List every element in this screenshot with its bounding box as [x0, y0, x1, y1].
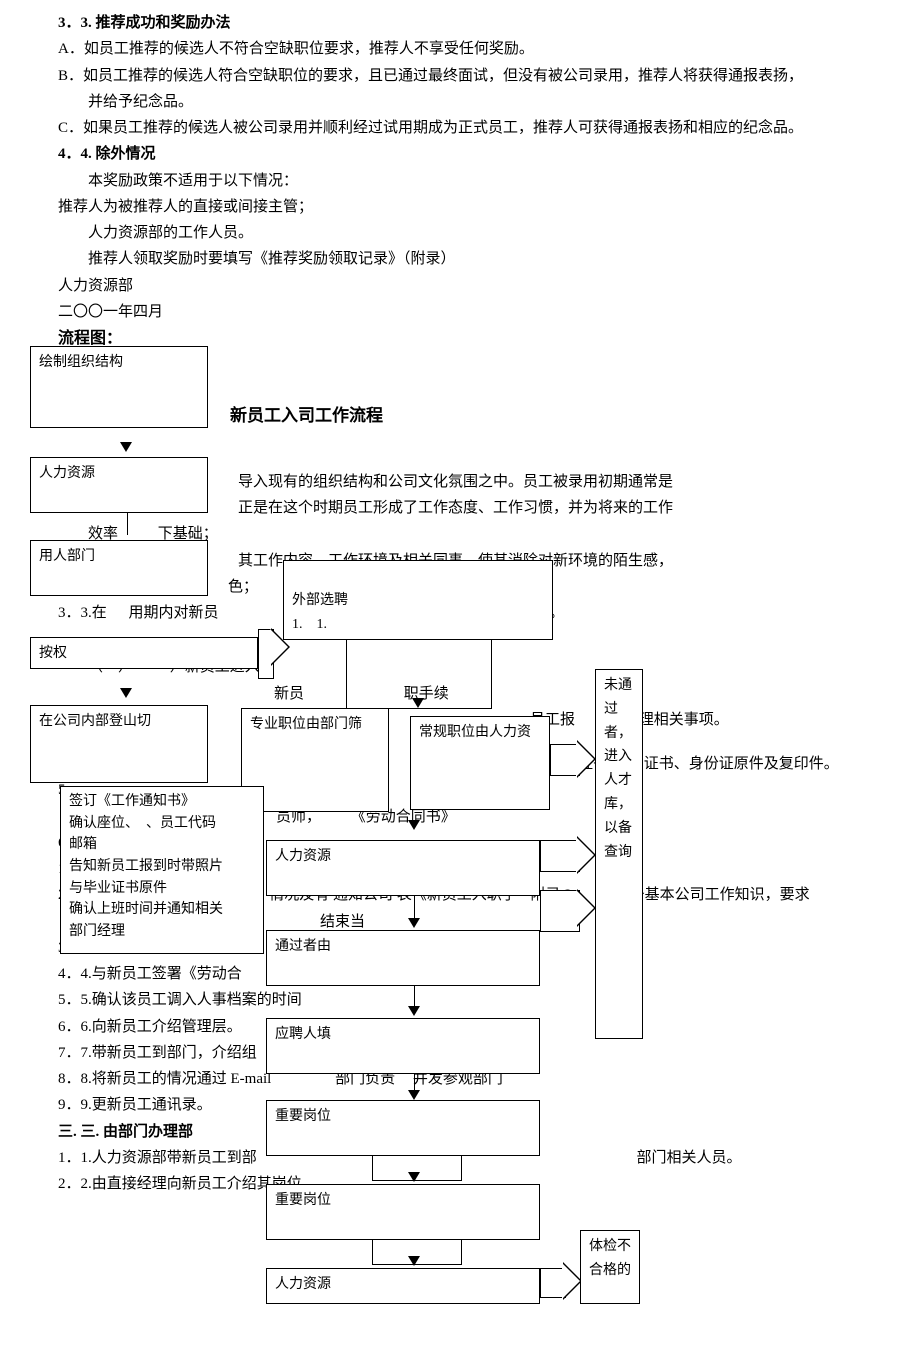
section3-itemB-l1: B．如员工推荐的候选人符合空缺职位的要求，且已通过最终面试，但没有被公司录用，推… [58, 63, 872, 89]
block-arrow-4-h [576, 890, 594, 926]
box-dept-text: 用人部门 [39, 549, 95, 564]
box-talent-pool: 未通过者，进入人才库，以备查询 [595, 669, 643, 1039]
proc1-l8: 结束当 [320, 914, 365, 930]
box-hr-1-text: 人力资源 [39, 466, 95, 481]
box-hr-2: 人力资源 [266, 840, 540, 896]
arrow-1 [120, 442, 132, 452]
section3-itemB-l2: 并给予纪念品。 [88, 89, 872, 115]
proc2-l8l: 8．8.将新员工的情况通过 E-mail [58, 1071, 271, 1087]
popup-l1: 签订《工作通知书》 [69, 791, 255, 813]
arrow-6 [408, 1006, 420, 1016]
box-pass: 通过者由 [266, 930, 540, 986]
purpose-l2: 正是在这个时期员工形成了工作态度、工作习惯，并为将来的工作 [238, 495, 872, 521]
purpose-item3-m: 用期内对新员 [129, 605, 219, 621]
section3-itemC: C．如果员工推荐的候选人被公司录用并顺利经过试用期成为正式员工，推荐人可获得通报… [58, 115, 872, 141]
box-medical-text: 体检不合格的 [589, 1239, 631, 1278]
proc2-l5: 5．5.确认该员工调入人事档案的时间 [58, 987, 872, 1013]
popup-l4: 告知新员工报到时带照片 [69, 856, 255, 878]
arrow-2 [120, 688, 132, 698]
box-important-1-text: 重要岗位 [275, 1109, 331, 1124]
arrow-8 [408, 1172, 420, 1182]
box-prof-pos-text: 专业职位由部门筛 [250, 717, 362, 732]
proc3-l1r: 部门相关人员。 [637, 1150, 742, 1166]
section3-heading: 3．3. 推荐成功和奖励办法 [58, 10, 872, 36]
popup-l5: 与毕业证书原件 [69, 878, 255, 900]
popup-l2: 确认座位、 、员工代码 [69, 813, 255, 835]
popup-l3: 邮箱 [69, 834, 255, 856]
box-regular-pos-text: 常规职位由人力资 [419, 725, 531, 740]
section3-itemA: A．如员工推荐的候选人不符合空缺职位要求，推荐人不享受任何奖励。 [58, 36, 872, 62]
box-important-2: 重要岗位 [266, 1184, 540, 1240]
box-regular-pos: 常规职位由人力资 [410, 716, 550, 810]
popup-l6: 确认上班时间并通知相关 [69, 899, 255, 921]
section4-heading: 4．4. 除外情况 [58, 141, 872, 167]
box-external-text: 外部选聘 1. 1. [292, 593, 348, 632]
section4-l4: 推荐人领取奖励时要填写《推荐奖励领取记录》（附录） [88, 246, 872, 272]
main-title: 新员工入司工作流程 [230, 401, 872, 431]
box-internal: 在公司内部登山切 [30, 705, 208, 783]
box-hr-2-text: 人力资源 [275, 849, 331, 864]
proc1-l2r: 理相关事项。 [639, 712, 729, 728]
box-applicant-text: 应聘人填 [275, 1027, 331, 1042]
box-applicant: 应聘人填 [266, 1018, 540, 1074]
box-dept: 用人部门 [30, 540, 208, 596]
footer-l2: 二〇〇一年四月 [58, 299, 872, 325]
box-hr-3-text: 人力资源 [275, 1277, 331, 1292]
popup-l7: 部门经理 [69, 921, 255, 943]
section4-l2: 推荐人为被推荐人的直接或间接主管； [58, 194, 872, 220]
box-external: 外部选聘 1. 1. [283, 560, 553, 640]
box-pass-text: 通过者由 [275, 939, 331, 954]
arrow-5 [408, 918, 420, 928]
block-arrow-4 [540, 890, 580, 932]
block-arrow-5-h [562, 1263, 580, 1299]
arrow-4 [408, 820, 420, 830]
box-hr-1: 人力资源 [30, 457, 208, 513]
section4-l3: 人力资源部的工作人员。 [88, 220, 872, 246]
box-auth-text: 按权 [39, 646, 67, 661]
vline-2 [414, 896, 415, 920]
arrow-9 [408, 1256, 420, 1266]
section4-l1: 本奖励政策不适用于以下情况： [88, 168, 872, 194]
box-org-structure-text: 绘制组织结构 [39, 355, 123, 370]
box-important-2-text: 重要岗位 [275, 1193, 331, 1208]
box-auth: 按权 [30, 637, 258, 669]
box-hr-3: 人力资源 [266, 1268, 540, 1304]
vline-1 [127, 513, 128, 535]
box-important-1: 重要岗位 [266, 1100, 540, 1156]
footer-l1: 人力资源部 [58, 273, 872, 299]
box-talent-pool-text: 未通过者，进入人才库，以备查询 [604, 678, 632, 860]
box-internal-text: 在公司内部登山切 [39, 714, 151, 729]
popup-box: 签订《工作通知书》 确认座位、 、员工代码 邮箱 告知新员工报到时带照片 与毕业… [60, 786, 264, 954]
purpose-l1: 导入现有的组织结构和公司文化氛围之中。员工被录用初期通常是 [238, 469, 872, 495]
proc1-l1l: 新员 [274, 686, 304, 702]
proc3-l1l: 1．1.人力资源部带新员工到部 [58, 1150, 257, 1166]
purpose-item3-l: 3．3.在 [58, 605, 107, 621]
arrow-3 [412, 698, 424, 708]
block-arrow-3 [540, 840, 580, 872]
block-arrow-3-h [576, 837, 594, 873]
proc1-l3r: 证书、身份证原件及复印件。 [644, 756, 839, 772]
box-medical: 体检不合格的 [580, 1230, 640, 1304]
box-org-structure: 绘制组织结构 [30, 346, 208, 428]
block-arrow-2-h [576, 741, 594, 777]
arrow-7 [408, 1090, 420, 1100]
